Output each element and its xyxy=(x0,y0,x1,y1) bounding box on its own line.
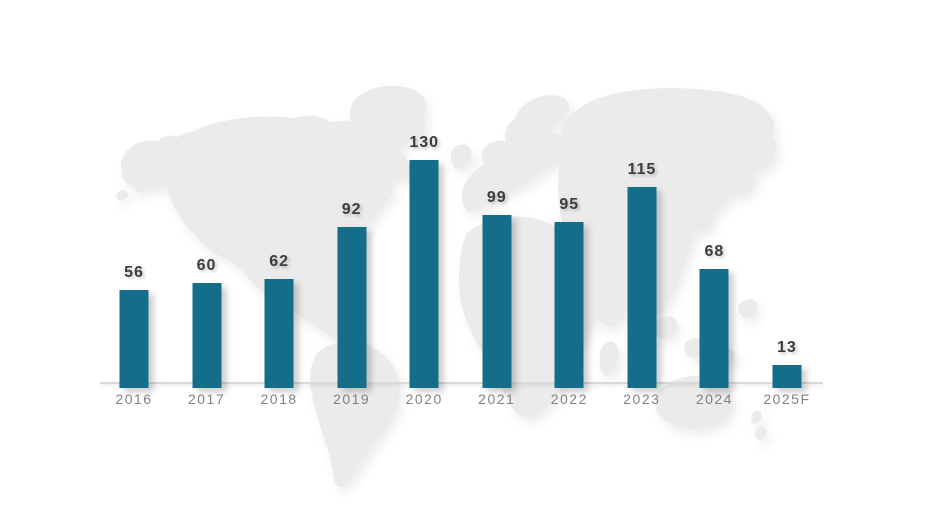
bar-column: 13 2025F xyxy=(750,0,823,521)
x-axis-tick-label: 2016 xyxy=(115,391,153,407)
bar-value-label: 130 xyxy=(409,134,440,151)
bar-2020 xyxy=(409,160,439,388)
x-axis-tick-label: 2023 xyxy=(623,391,661,407)
x-axis-tick-label: 2025F xyxy=(763,391,811,407)
bar-value-label: 99 xyxy=(486,189,507,206)
landmass-new-zealand xyxy=(751,410,767,440)
landmass-asia xyxy=(558,88,777,327)
bar-2022 xyxy=(554,222,584,388)
x-axis-tick-label: 2020 xyxy=(405,391,443,407)
bar-value-label: 95 xyxy=(559,196,580,213)
bar-column: 115 2023 xyxy=(605,0,678,521)
bar-value-label: 56 xyxy=(124,264,144,281)
x-axis-tick-label: 2018 xyxy=(260,391,298,407)
bar-value-label: 60 xyxy=(196,257,217,274)
x-axis-tick-label: 2017 xyxy=(187,391,226,407)
bar-2021 xyxy=(482,215,512,388)
bar-value-label: 13 xyxy=(777,339,797,356)
x-axis-line xyxy=(100,382,823,384)
bar-column: 99 2021 xyxy=(460,0,533,521)
landmass-north-america xyxy=(165,115,410,362)
bar-2023 xyxy=(627,187,657,388)
bar-value-label: 92 xyxy=(341,201,362,218)
bar-value-label: 115 xyxy=(627,161,657,178)
bar-2018 xyxy=(264,279,294,388)
bar-2024 xyxy=(699,269,729,388)
bar-column: 56 2016 xyxy=(98,0,171,521)
bar-value-label: 68 xyxy=(704,243,725,260)
bar-2025F xyxy=(772,365,802,388)
landmass-australia xyxy=(656,376,733,429)
bar-2019 xyxy=(337,227,367,388)
bar-column: 92 2019 xyxy=(315,0,388,521)
x-axis-tick-label: 2022 xyxy=(550,391,588,407)
x-axis-tick-label: 2024 xyxy=(695,391,733,407)
bar-2016 xyxy=(119,290,149,388)
bar-column: 130 2020 xyxy=(388,0,461,521)
bar-column: 60 2017 xyxy=(170,0,243,521)
landmass-europe xyxy=(461,95,575,212)
bar-column: 62 2018 xyxy=(243,0,316,521)
landmass-aleutians xyxy=(116,184,144,201)
x-axis-tick-label: 2021 xyxy=(478,391,516,407)
bar-column: 68 2024 xyxy=(678,0,751,521)
landmass-southeast-asia xyxy=(655,299,758,365)
landmass-british-isles xyxy=(450,144,472,169)
landmass-south-america xyxy=(310,342,400,487)
bar-column: 95 2022 xyxy=(533,0,606,521)
landmass-japan xyxy=(696,195,717,232)
bar-value-label: 62 xyxy=(269,253,289,270)
landmass-madagascar xyxy=(599,341,619,376)
x-axis-tick-label: 2019 xyxy=(333,391,371,407)
bar-2017 xyxy=(192,283,222,388)
